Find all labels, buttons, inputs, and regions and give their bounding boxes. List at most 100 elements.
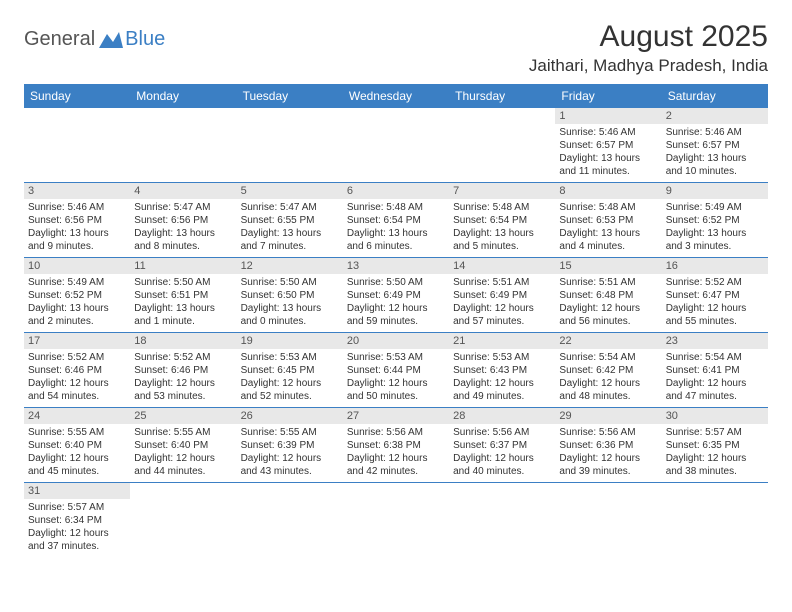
- day-header: Monday: [130, 84, 236, 108]
- sunset-line: Sunset: 6:36 PM: [559, 439, 657, 452]
- sunrise-line: Sunrise: 5:51 AM: [453, 276, 551, 289]
- calendar-cell: [449, 108, 555, 183]
- calendar-cell: 13Sunrise: 5:50 AMSunset: 6:49 PMDayligh…: [343, 258, 449, 333]
- sunset-line: Sunset: 6:57 PM: [666, 139, 764, 152]
- day-number: 11: [130, 258, 236, 274]
- day-number: 13: [343, 258, 449, 274]
- calendar-cell: 29 Sunrise: 5:56 AMSunset: 6:36 PMDayligh…: [555, 408, 661, 483]
- day-number: 24: [24, 408, 130, 424]
- daylight-line: Daylight: 12 hours and 40 minutes.: [453, 452, 551, 478]
- sunrise-line: Sunrise: 5:55 AM: [241, 426, 339, 439]
- calendar-cell: 16Sunrise: 5:52 AMSunset: 6:47 PMDayligh…: [662, 258, 768, 333]
- calendar-cell: [24, 108, 130, 183]
- calendar-cell: 2Sunrise: 5:46 AMSunset: 6:57 PMDaylight…: [662, 108, 768, 183]
- sunrise-line: Sunrise: 5:48 AM: [347, 201, 445, 214]
- daylight-line: Daylight: 13 hours and 5 minutes.: [453, 227, 551, 253]
- day-details: Sunrise: 5:55 AMSunset: 6:39 PMDaylight:…: [237, 424, 343, 482]
- calendar-cell: 24Sunrise: 5:55 AMSunset: 6:40 PMDayligh…: [24, 408, 130, 483]
- sunset-line: Sunset: 6:37 PM: [453, 439, 551, 452]
- sunset-line: Sunset: 6:55 PM: [241, 214, 339, 227]
- day-details: Sunrise: 5:51 AMSunset: 6:49 PMDaylight:…: [449, 274, 555, 332]
- day-header: Sunday: [24, 84, 130, 108]
- sunset-line: Sunset: 6:52 PM: [666, 214, 764, 227]
- day-details: Sunrise: 5:55 AMSunset: 6:40 PMDaylight:…: [130, 424, 236, 482]
- day-number: 18: [130, 333, 236, 349]
- calendar-week: 31Sunrise: 5:57 AMSunset: 6:34 PMDayligh…: [24, 483, 768, 558]
- daylight-line: Daylight: 13 hours and 1 minute.: [134, 302, 232, 328]
- daylight-line: Daylight: 12 hours and 37 minutes.: [28, 527, 126, 553]
- daylight-line: Daylight: 12 hours and 57 minutes.: [453, 302, 551, 328]
- day-number: 10: [24, 258, 130, 274]
- sunrise-line: Sunrise: 5:49 AM: [28, 276, 126, 289]
- calendar-cell: 27Sunrise: 5:56 AMSunset: 6:38 PMDayligh…: [343, 408, 449, 483]
- day-header: Tuesday: [237, 84, 343, 108]
- calendar-cell: [130, 108, 236, 183]
- calendar-cell: 8Sunrise: 5:48 AMSunset: 6:53 PMDaylight…: [555, 183, 661, 258]
- sunset-line: Sunset: 6:56 PM: [28, 214, 126, 227]
- sunset-line: Sunset: 6:52 PM: [28, 289, 126, 302]
- daylight-line: Daylight: 12 hours and 53 minutes.: [134, 377, 232, 403]
- daylight-line: Daylight: 13 hours and 10 minutes.: [666, 152, 764, 178]
- calendar-cell: 25Sunrise: 5:55 AMSunset: 6:40 PMDayligh…: [130, 408, 236, 483]
- day-number: 15: [555, 258, 661, 274]
- sunset-line: Sunset: 6:38 PM: [347, 439, 445, 452]
- sunrise-line: Sunrise: 5:57 AM: [666, 426, 764, 439]
- day-details: Sunrise: 5:57 AMSunset: 6:34 PMDaylight:…: [24, 499, 130, 557]
- sunset-line: Sunset: 6:42 PM: [559, 364, 657, 377]
- sunrise-line: Sunrise: 5:56 AM: [559, 426, 657, 439]
- day-details: Sunrise: 5:54 AMSunset: 6:42 PMDaylight:…: [555, 349, 661, 407]
- day-details: Sunrise: 5:56 AMSunset: 6:38 PMDaylight:…: [343, 424, 449, 482]
- day-details: Sunrise: 5:49 AMSunset: 6:52 PMDaylight:…: [662, 199, 768, 257]
- logo: General Blue: [24, 20, 165, 51]
- day-details: Sunrise: 5:48 AMSunset: 6:53 PMDaylight:…: [555, 199, 661, 257]
- day-details: Sunrise: 5:46 AMSunset: 6:56 PMDaylight:…: [24, 199, 130, 257]
- daylight-line: Daylight: 12 hours and 55 minutes.: [666, 302, 764, 328]
- calendar-cell: [662, 483, 768, 558]
- day-number: 25: [130, 408, 236, 424]
- day-number: 2: [662, 108, 768, 124]
- daylight-line: Daylight: 12 hours and 48 minutes.: [559, 377, 657, 403]
- sunset-line: Sunset: 6:51 PM: [134, 289, 232, 302]
- calendar-cell: 1Sunrise: 5:46 AMSunset: 6:57 PMDaylight…: [555, 108, 661, 183]
- calendar-cell: [343, 108, 449, 183]
- calendar-week: 1Sunrise: 5:46 AMSunset: 6:57 PMDaylight…: [24, 108, 768, 183]
- day-details: Sunrise: 5:52 AMSunset: 6:46 PMDaylight:…: [130, 349, 236, 407]
- month-title: August 2025: [529, 20, 768, 54]
- calendar-cell: 10 Sunrise: 5:49 AMSunset: 6:52 PMDayligh…: [24, 258, 130, 333]
- daylight-line: Daylight: 13 hours and 6 minutes.: [347, 227, 445, 253]
- daylight-line: Daylight: 13 hours and 7 minutes.: [241, 227, 339, 253]
- sunrise-line: Sunrise: 5:46 AM: [559, 126, 657, 139]
- daylight-line: Daylight: 13 hours and 2 minutes.: [28, 302, 126, 328]
- sunrise-line: Sunrise: 5:56 AM: [453, 426, 551, 439]
- day-number: 22: [555, 333, 661, 349]
- calendar-cell: [237, 483, 343, 558]
- daylight-line: Daylight: 12 hours and 39 minutes.: [559, 452, 657, 478]
- location: Jaithari, Madhya Pradesh, India: [529, 56, 768, 76]
- day-number: 7: [449, 183, 555, 199]
- daylight-line: Daylight: 13 hours and 8 minutes.: [134, 227, 232, 253]
- calendar-cell: 14Sunrise: 5:51 AMSunset: 6:49 PMDayligh…: [449, 258, 555, 333]
- day-details: Sunrise: 5:50 AMSunset: 6:51 PMDaylight:…: [130, 274, 236, 332]
- day-number: 29: [555, 408, 661, 424]
- day-number: 9: [662, 183, 768, 199]
- daylight-line: Daylight: 13 hours and 9 minutes.: [28, 227, 126, 253]
- day-number: 16: [662, 258, 768, 274]
- day-header: Saturday: [662, 84, 768, 108]
- sunset-line: Sunset: 6:49 PM: [347, 289, 445, 302]
- sunrise-line: Sunrise: 5:47 AM: [241, 201, 339, 214]
- sunrise-line: Sunrise: 5:52 AM: [666, 276, 764, 289]
- day-details: Sunrise: 5:47 AMSunset: 6:55 PMDaylight:…: [237, 199, 343, 257]
- sunrise-line: Sunrise: 5:57 AM: [28, 501, 126, 514]
- calendar-cell: 31Sunrise: 5:57 AMSunset: 6:34 PMDayligh…: [24, 483, 130, 558]
- calendar-cell: 6Sunrise: 5:48 AMSunset: 6:54 PMDaylight…: [343, 183, 449, 258]
- daylight-line: Daylight: 13 hours and 4 minutes.: [559, 227, 657, 253]
- day-details: Sunrise: 5:50 AMSunset: 6:50 PMDaylight:…: [237, 274, 343, 332]
- logo-general-text: General: [24, 28, 95, 51]
- sunset-line: Sunset: 6:34 PM: [28, 514, 126, 527]
- day-details: Sunrise: 5:53 AMSunset: 6:44 PMDaylight:…: [343, 349, 449, 407]
- sunset-line: Sunset: 6:49 PM: [453, 289, 551, 302]
- calendar-cell: 18Sunrise: 5:52 AMSunset: 6:46 PMDayligh…: [130, 333, 236, 408]
- day-header: Friday: [555, 84, 661, 108]
- sunset-line: Sunset: 6:40 PM: [28, 439, 126, 452]
- day-details: Sunrise: 5:55 AMSunset: 6:40 PMDaylight:…: [24, 424, 130, 482]
